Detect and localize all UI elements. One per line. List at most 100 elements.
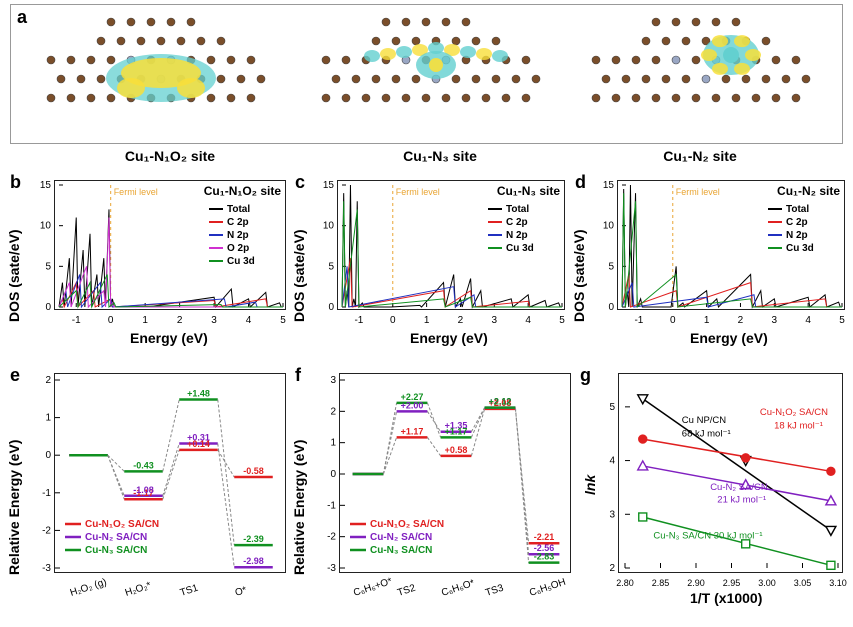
svg-text:+1.17: +1.17: [401, 426, 424, 436]
svg-text:-3: -3: [42, 563, 51, 574]
svg-text:5: 5: [559, 315, 565, 326]
svg-text:C 2p: C 2p: [786, 217, 808, 228]
svg-text:-2.83: -2.83: [534, 552, 555, 562]
svg-text:-2.98: -2.98: [243, 556, 264, 566]
svg-text:68 kJ mol⁻¹: 68 kJ mol⁻¹: [682, 428, 731, 439]
ylabel-d: DOS (sate/eV): [571, 229, 587, 322]
xlabel-c: Energy (eV): [410, 330, 488, 346]
panel-b-wrap: b DOS (sate/eV) -1012345051015Fermi leve…: [10, 172, 290, 352]
svg-text:5: 5: [839, 315, 845, 326]
svg-text:TS1: TS1: [179, 583, 200, 599]
energy-chart-f: -3-2-10123+1.17+0.58+2.08-2.21+2.00+1.35…: [339, 373, 571, 573]
svg-text:3: 3: [330, 375, 336, 386]
panel-d-label: d: [575, 172, 586, 193]
svg-text:2: 2: [45, 375, 51, 386]
arr-chart-g: 2.802.852.902.953.003.053.102345Cu NP/CN…: [618, 373, 843, 573]
xlabel-g: 1/T (x1000): [690, 590, 762, 606]
svg-text:10: 10: [40, 221, 52, 232]
site-name-2: Cu₁-N₃ site: [380, 148, 500, 164]
panel-e-wrap: e Relative Energy (eV) -3-2-1012-1.17+0.…: [10, 365, 290, 620]
panel-c-wrap: c DOS (sate/eV) -1012345051015Fermi leve…: [295, 172, 570, 352]
svg-text:C₆H₆+O*: C₆H₆+O*: [352, 576, 394, 599]
svg-text:0: 0: [45, 302, 51, 313]
structure-cu-n2: [576, 10, 836, 115]
svg-text:N 2p: N 2p: [786, 230, 808, 241]
svg-text:Cu-N₃ SA/CN: Cu-N₃ SA/CN: [85, 545, 147, 556]
svg-text:N 2p: N 2p: [506, 230, 528, 241]
svg-text:4: 4: [246, 315, 252, 326]
dos-chart-c: -1012345051015Fermi levelCu₁-N₃ siteTota…: [337, 180, 565, 310]
svg-text:C₆H₅OH: C₆H₅OH: [528, 577, 567, 599]
xlabel-b: Energy (eV): [130, 330, 208, 346]
panel-g-label: g: [580, 365, 591, 386]
dos-chart-b: -1012345051015Fermi levelCu₁-N₁O₂ siteTo…: [54, 180, 286, 310]
ylabel-g: lnk: [582, 475, 598, 495]
panel-a-label: a: [17, 7, 27, 28]
ylabel-e: Relative Energy (eV): [6, 440, 22, 575]
structure-svg-2: [306, 10, 566, 115]
svg-text:+1.48: +1.48: [187, 389, 210, 399]
svg-text:1: 1: [704, 315, 710, 326]
svg-text:5: 5: [609, 402, 615, 413]
svg-text:2.80: 2.80: [616, 578, 634, 588]
svg-text:C 2p: C 2p: [506, 217, 528, 228]
svg-text:2.85: 2.85: [652, 578, 670, 588]
svg-text:Cu-N₁O₂ SA/CN: Cu-N₁O₂ SA/CN: [760, 407, 828, 418]
svg-text:15: 15: [40, 180, 52, 191]
ylabel-c: DOS (sate/eV): [291, 229, 307, 322]
svg-text:-0.58: -0.58: [243, 466, 264, 476]
svg-text:Cu₁-N₁O₂ site: Cu₁-N₁O₂ site: [204, 184, 282, 198]
svg-text:C₆H₆O*: C₆H₆O*: [440, 578, 476, 599]
ylabel-f: Relative Energy (eV): [291, 440, 307, 575]
svg-text:0: 0: [328, 302, 334, 313]
svg-text:3: 3: [772, 315, 778, 326]
svg-text:0: 0: [330, 469, 336, 480]
site-name-1: Cu₁-N₁O₂ site: [90, 148, 250, 164]
structure-cu-n3: [306, 10, 566, 115]
svg-text:Cu 3d: Cu 3d: [786, 243, 814, 254]
svg-text:1: 1: [45, 413, 51, 424]
svg-text:10: 10: [603, 221, 615, 232]
svg-text:Fermi level: Fermi level: [114, 187, 158, 197]
svg-text:15: 15: [323, 180, 335, 191]
structure-svg-3: [576, 10, 836, 115]
svg-text:3.00: 3.00: [758, 578, 776, 588]
svg-text:0: 0: [608, 302, 614, 313]
svg-text:Total: Total: [227, 204, 250, 215]
svg-text:Cu-N₂ SA/CN: Cu-N₂ SA/CN: [85, 532, 147, 543]
svg-text:-2: -2: [327, 532, 336, 543]
svg-text:5: 5: [280, 315, 286, 326]
panel-f-wrap: f Relative Energy (eV) -3-2-10123+1.17+0…: [295, 365, 575, 620]
svg-text:Cu-N₁O₂ SA/CN: Cu-N₁O₂ SA/CN: [85, 519, 159, 530]
svg-text:-1.08: -1.08: [133, 485, 154, 495]
svg-text:2: 2: [738, 315, 744, 326]
svg-text:-1: -1: [42, 488, 51, 499]
xlabel-d: Energy (eV): [690, 330, 768, 346]
svg-text:-0.43: -0.43: [133, 460, 154, 470]
svg-text:3.10: 3.10: [829, 578, 847, 588]
svg-text:1: 1: [142, 315, 148, 326]
panel-g-wrap: g lnk 2.802.852.902.953.003.053.102345Cu…: [580, 365, 850, 620]
svg-text:Fermi level: Fermi level: [676, 187, 720, 197]
svg-text:+1.17: +1.17: [445, 426, 468, 436]
svg-text:-1: -1: [327, 500, 336, 511]
svg-text:TS2: TS2: [396, 583, 417, 599]
panel-f-label: f: [295, 365, 301, 386]
site-name-3: Cu₁-N₂ site: [640, 148, 760, 164]
svg-text:15: 15: [603, 180, 615, 191]
structure-svg-1: [31, 10, 291, 115]
svg-text:-3: -3: [327, 563, 336, 574]
svg-text:H₂O₂*: H₂O₂*: [124, 580, 153, 599]
svg-text:Cu-N₃ SA/CN 30 kJ mol⁻¹: Cu-N₃ SA/CN 30 kJ mol⁻¹: [653, 530, 762, 541]
svg-text:3: 3: [211, 315, 217, 326]
svg-text:2.90: 2.90: [687, 578, 705, 588]
svg-text:10: 10: [323, 221, 335, 232]
svg-text:0: 0: [108, 315, 114, 326]
svg-text:-2.39: -2.39: [243, 534, 264, 544]
svg-text:4: 4: [609, 456, 615, 467]
ylabel-b: DOS (sate/eV): [6, 229, 22, 322]
svg-text:Cu-N₃ SA/CN: Cu-N₃ SA/CN: [370, 545, 432, 556]
svg-text:0: 0: [670, 315, 676, 326]
svg-text:Total: Total: [506, 204, 529, 215]
svg-text:Cu-N₁O₂ SA/CN: Cu-N₁O₂ SA/CN: [370, 519, 444, 530]
